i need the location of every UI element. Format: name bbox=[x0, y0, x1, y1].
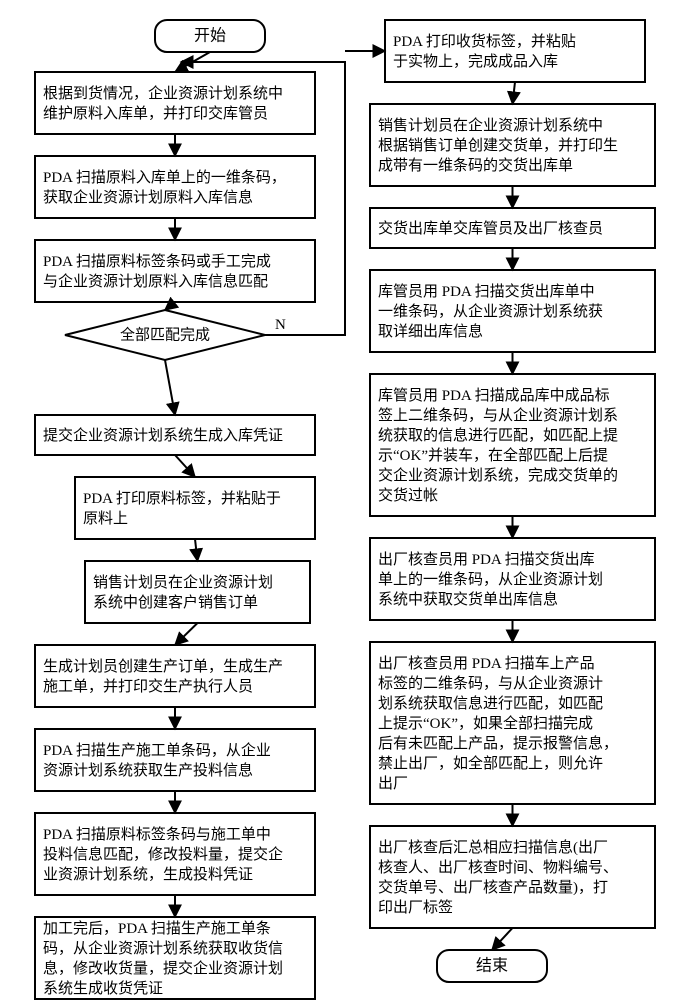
svg-text:N: N bbox=[275, 317, 286, 333]
svg-text:码，从企业资源计划系统获取收货信: 码，从企业资源计划系统获取收货信 bbox=[43, 939, 283, 957]
svg-text:系统生成收货凭证: 系统生成收货凭证 bbox=[43, 980, 163, 997]
svg-text:交企业资源计划系统，完成交货单的: 交企业资源计划系统，完成交货单的 bbox=[378, 466, 618, 484]
svg-text:业资源计划系统，生成投料凭证: 业资源计划系统，生成投料凭证 bbox=[43, 866, 253, 883]
svg-text:出厂核查后汇总相应扫描信息(出厂: 出厂核查后汇总相应扫描信息(出厂 bbox=[378, 838, 608, 856]
svg-text:维护原料入库单，并打印交库管员: 维护原料入库单，并打印交库管员 bbox=[43, 104, 268, 122]
svg-text:交货过帐: 交货过帐 bbox=[378, 486, 438, 504]
svg-text:库管员用 PDA 扫描成品库中成品标: 库管员用 PDA 扫描成品库中成品标 bbox=[378, 387, 610, 404]
svg-text:印出厂标签: 印出厂标签 bbox=[378, 899, 453, 916]
svg-text:统获取的信息进行匹配，如匹配上提: 统获取的信息进行匹配，如匹配上提 bbox=[378, 427, 618, 444]
svg-text:原料上: 原料上 bbox=[83, 510, 128, 527]
svg-text:出厂: 出厂 bbox=[378, 775, 408, 792]
svg-text:库管员用 PDA 扫描交货出库单中: 库管员用 PDA 扫描交货出库单中 bbox=[378, 282, 595, 300]
svg-text:出厂核查员用 PDA 扫描交货出库: 出厂核查员用 PDA 扫描交货出库 bbox=[378, 550, 595, 568]
svg-text:PDA 扫描原料入库单上的一维条码，: PDA 扫描原料入库单上的一维条码， bbox=[43, 169, 286, 186]
svg-text:取详细出库信息: 取详细出库信息 bbox=[378, 323, 483, 340]
svg-text:一维条码，从企业资源计划系统获: 一维条码，从企业资源计划系统获 bbox=[378, 302, 603, 320]
svg-text:系统中获取交货单出库信息: 系统中获取交货单出库信息 bbox=[378, 590, 558, 608]
svg-text:全部匹配完成: 全部匹配完成 bbox=[120, 325, 210, 343]
svg-text:获取企业资源计划原料入库信息: 获取企业资源计划原料入库信息 bbox=[43, 188, 253, 206]
svg-text:PDA 打印收货标签，并粘贴: PDA 打印收货标签，并粘贴 bbox=[393, 33, 576, 50]
svg-text:签上二维条码，与从企业资源计划系: 签上二维条码，与从企业资源计划系 bbox=[378, 406, 618, 424]
svg-text:施工单，并打印交生产执行人员: 施工单，并打印交生产执行人员 bbox=[43, 677, 253, 695]
svg-text:根据销售订单创建交货单，并打印生: 根据销售订单创建交货单，并打印生 bbox=[378, 136, 618, 154]
svg-text:划系统获取信息进行匹配，如匹配: 划系统获取信息进行匹配，如匹配 bbox=[378, 695, 603, 712]
svg-text:开始: 开始 bbox=[194, 27, 226, 45]
svg-text:核查人、出厂核查时间、物料编号、: 核查人、出厂核查时间、物料编号、 bbox=[378, 859, 618, 876]
svg-text:生成计划员创建生产订单，生成生产: 生成计划员创建生产订单，生成生产 bbox=[43, 658, 283, 675]
svg-text:交货单号、出厂核查产品数量)，打: 交货单号、出厂核查产品数量)，打 bbox=[378, 878, 608, 896]
svg-text:示“OK”并装车，在全部匹配上后提: 示“OK”并装车，在全部匹配上后提 bbox=[378, 446, 608, 464]
svg-text:销售计划员在企业资源计划系统中: 销售计划员在企业资源计划系统中 bbox=[378, 116, 603, 134]
svg-text:息，修改收货量，提交企业资源计划: 息，修改收货量，提交企业资源计划 bbox=[43, 959, 283, 977]
svg-text:结束: 结束 bbox=[476, 957, 508, 975]
svg-text:PDA 扫描原料标签条码或手工完成: PDA 扫描原料标签条码或手工完成 bbox=[43, 253, 271, 270]
svg-text:出厂核查员用 PDA 扫描车上产品: 出厂核查员用 PDA 扫描车上产品 bbox=[378, 655, 595, 672]
svg-text:PDA 扫描原料标签条码与施工单中: PDA 扫描原料标签条码与施工单中 bbox=[43, 826, 271, 843]
svg-text:PDA 打印原料标签，并粘贴于: PDA 打印原料标签，并粘贴于 bbox=[83, 490, 281, 507]
svg-text:成带有一维条码的交货出库单: 成带有一维条码的交货出库单 bbox=[378, 156, 573, 174]
svg-text:禁止出厂，如全部匹配上，则允许: 禁止出厂，如全部匹配上，则允许 bbox=[378, 754, 603, 772]
svg-text:资源计划系统获取生产投料信息: 资源计划系统获取生产投料信息 bbox=[43, 762, 253, 779]
svg-text:加工完后，PDA 扫描生产施工单条: 加工完后，PDA 扫描生产施工单条 bbox=[43, 920, 271, 937]
svg-text:于实物上，完成成品入库: 于实物上，完成成品入库 bbox=[393, 53, 558, 70]
svg-text:PDA 扫描生产施工单条码，从企业: PDA 扫描生产施工单条码，从企业 bbox=[43, 741, 271, 759]
svg-text:投料信息匹配，修改投料量，提交企: 投料信息匹配，修改投料量，提交企 bbox=[43, 845, 283, 863]
svg-text:单上的一维条码，从企业资源计划: 单上的一维条码，从企业资源计划 bbox=[378, 570, 603, 588]
svg-text:上提示“OK”，如果全部扫描完成: 上提示“OK”，如果全部扫描完成 bbox=[378, 714, 593, 732]
svg-text:根据到货情况，企业资源计划系统中: 根据到货情况，企业资源计划系统中 bbox=[43, 84, 283, 102]
svg-text:交货出库单交库管员及出厂核查员: 交货出库单交库管员及出厂核查员 bbox=[378, 219, 603, 237]
svg-text:系统中创建客户销售订单: 系统中创建客户销售订单 bbox=[93, 594, 258, 611]
svg-text:与企业资源计划原料入库信息匹配: 与企业资源计划原料入库信息匹配 bbox=[43, 272, 268, 290]
svg-text:提交企业资源计划系统生成入库凭证: 提交企业资源计划系统生成入库凭证 bbox=[43, 426, 283, 444]
svg-text:销售计划员在企业资源计划: 销售计划员在企业资源计划 bbox=[93, 573, 273, 591]
svg-text:标签的二维条码，与从企业资源计: 标签的二维条码，与从企业资源计 bbox=[378, 674, 603, 692]
svg-text:后有未匹配上产品，提示报警信息，: 后有未匹配上产品，提示报警信息， bbox=[378, 735, 618, 752]
